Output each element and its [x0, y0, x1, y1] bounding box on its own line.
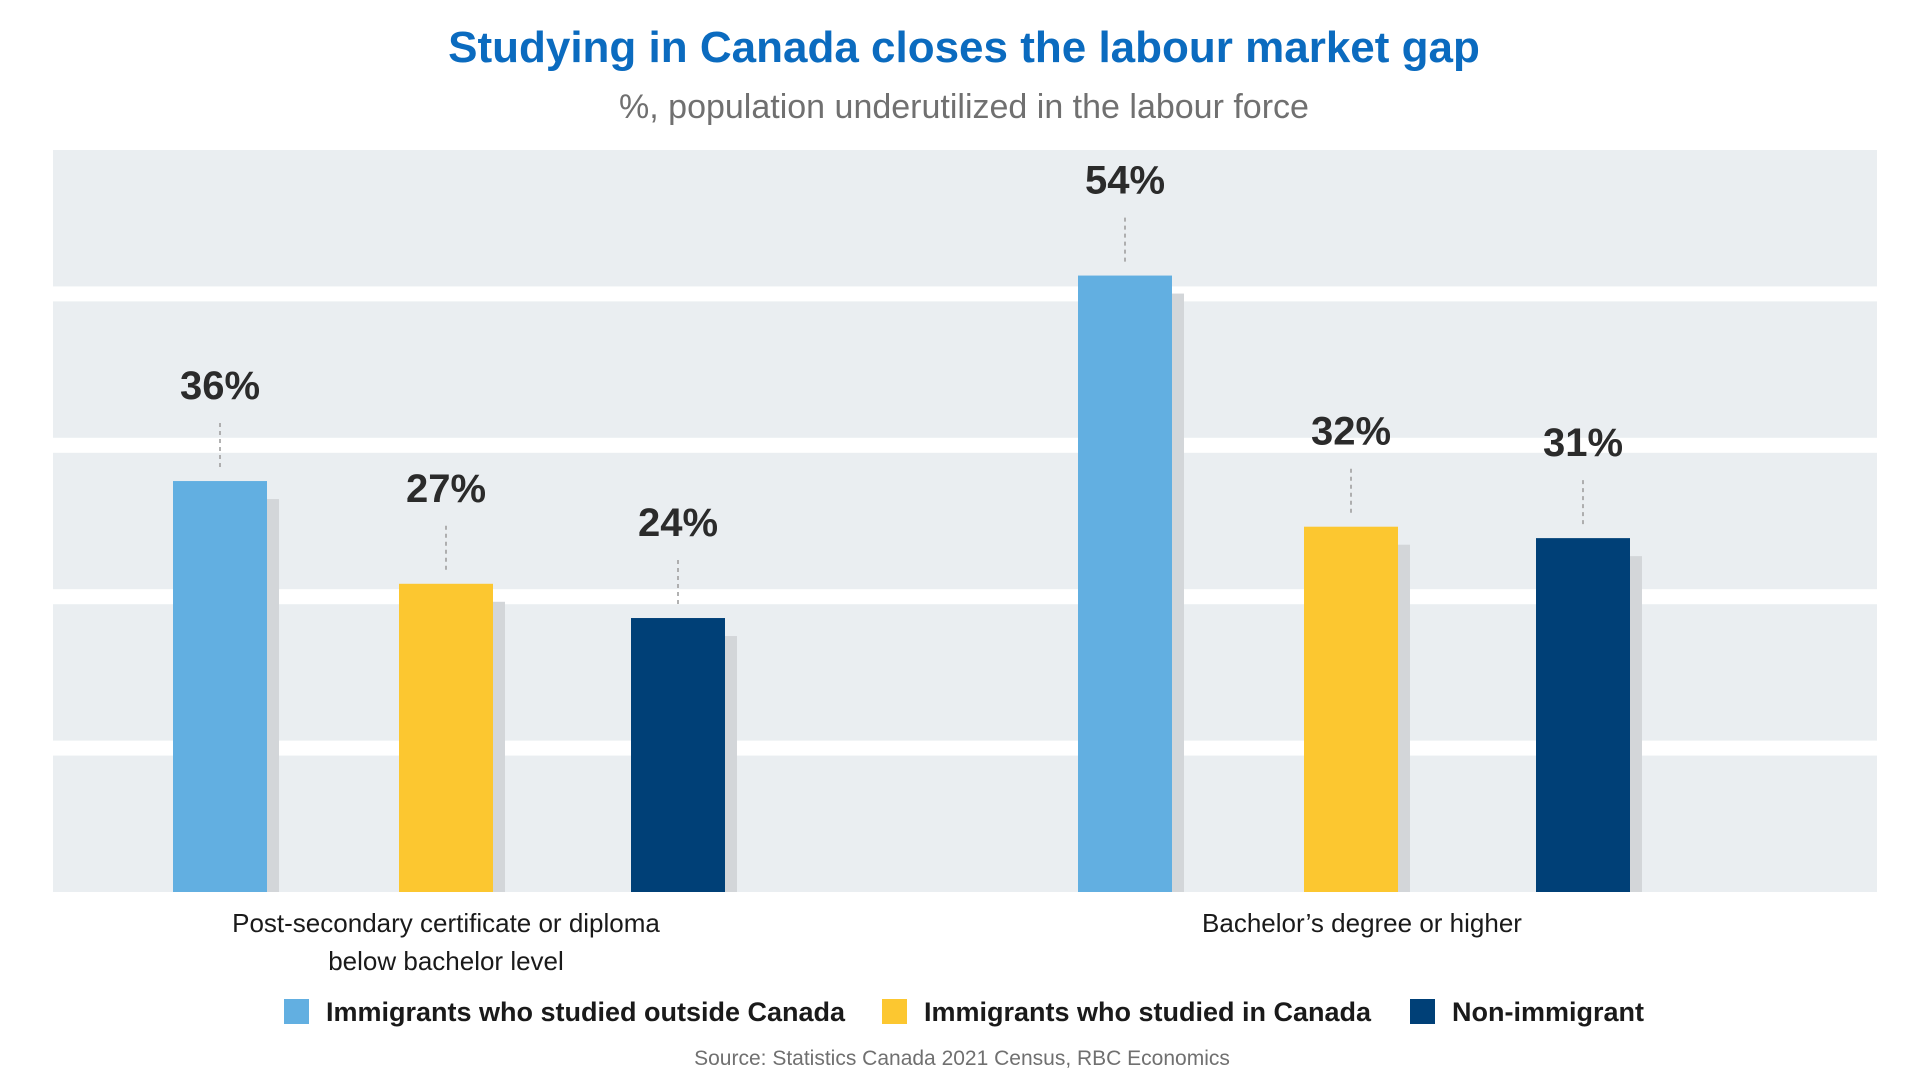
bar — [1304, 526, 1398, 892]
category-label: Bachelor’s degree or higher — [1202, 908, 1522, 938]
category-label: below bachelor level — [328, 946, 564, 976]
bar — [399, 583, 493, 892]
data-label: 32% — [1311, 410, 1391, 454]
legend-swatch — [1410, 999, 1435, 1024]
legend-label: Immigrants who studied outside Canada — [326, 997, 846, 1027]
bar — [1078, 275, 1172, 893]
data-label: 24% — [638, 501, 718, 545]
legend: Immigrants who studied outside Canada Imm… — [284, 997, 1644, 1027]
legend-swatch — [882, 999, 907, 1024]
data-label: 36% — [180, 364, 260, 408]
bar — [631, 618, 725, 892]
source-note: Source: Statistics Canada 2021 Census, R… — [694, 1047, 1230, 1070]
grid-band — [53, 301, 1877, 438]
legend-label: Immigrants who studied in Canada — [924, 997, 1372, 1027]
legend-item: Immigrants who studied outside Canada — [284, 997, 846, 1027]
data-label: 54% — [1085, 159, 1165, 203]
legend-item: Non-immigrant — [1410, 997, 1644, 1027]
data-label: 31% — [1543, 421, 1623, 465]
category-label: Post-secondary certificate or diploma — [232, 908, 660, 938]
bar — [1536, 538, 1630, 892]
bars: 36% 54% 27% 32% 24% 31% — [173, 159, 1642, 893]
legend-swatch — [284, 999, 309, 1024]
legend-item: Immigrants who studied in Canada — [882, 997, 1372, 1027]
chart-subtitle: %, population underutilized in the labou… — [619, 88, 1309, 126]
bar — [173, 481, 267, 892]
data-label: 27% — [406, 467, 486, 511]
legend-label: Non-immigrant — [1452, 997, 1644, 1027]
category-labels: Post-secondary certificate or diploma bel… — [232, 908, 1522, 976]
chart-title: Studying in Canada closes the labour mar… — [448, 23, 1480, 72]
grid-band — [53, 150, 1877, 287]
